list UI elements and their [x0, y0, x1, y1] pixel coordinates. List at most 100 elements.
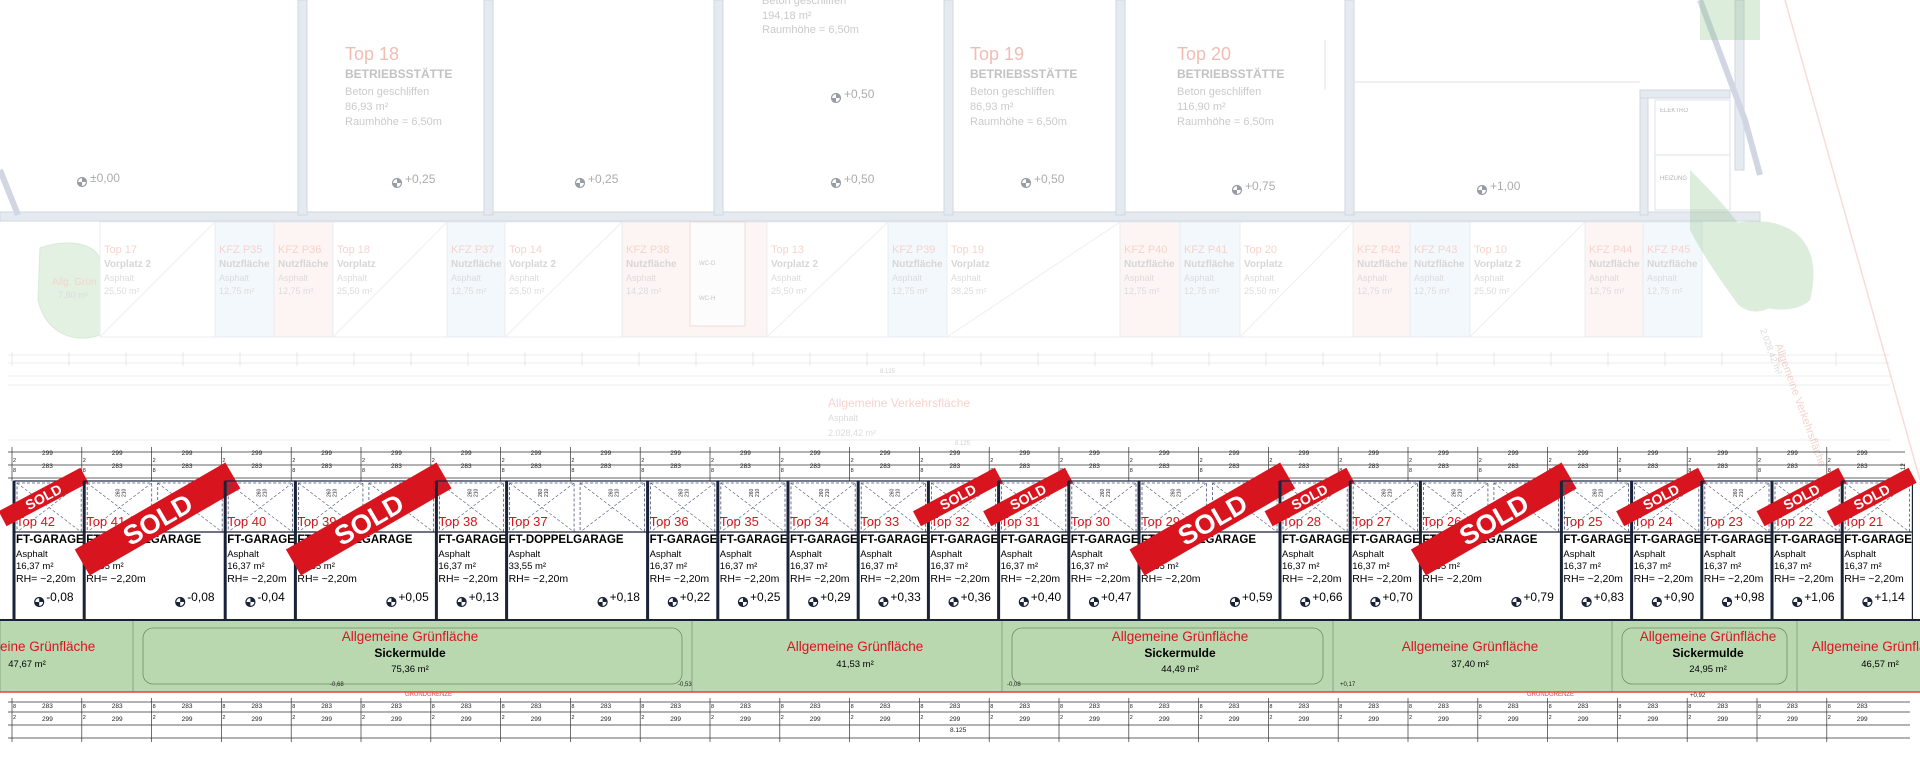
space-sub: Vorplatz 2: [509, 259, 556, 270]
dim-value: 2: [153, 458, 156, 464]
door-cross: [1564, 482, 1629, 533]
dim-value: 2: [1618, 458, 1621, 464]
dim-value: 283: [740, 463, 751, 470]
diag-line: [946, 221, 1121, 338]
dim-value: 2: [83, 458, 86, 464]
garage-area: 16,37 m²: [1774, 561, 1812, 572]
garage-top: Top 39: [297, 514, 336, 529]
space-area: 25,50 m²: [509, 286, 545, 296]
dim-value: 283: [1787, 703, 1798, 710]
sickermulde-outline: [1011, 627, 1324, 685]
dim-value: 260: [1733, 488, 1739, 497]
space-name: Top 18: [337, 244, 370, 256]
dim-value: 260: [1170, 488, 1176, 497]
dim-value: 299: [1578, 716, 1589, 723]
dim-value: 283: [1578, 463, 1589, 470]
dim-value: 8: [1479, 468, 1482, 474]
garage-material: Asphalt: [930, 549, 962, 560]
dim-value: 210: [755, 488, 761, 497]
sold-band: [1756, 467, 1847, 527]
dim-value: 2: [781, 458, 784, 464]
dim-value: 210: [333, 488, 339, 497]
level-value: +0,79: [1523, 590, 1554, 604]
dim-value: 2: [432, 715, 435, 721]
dim-value: 283: [1438, 463, 1449, 470]
dim-value: 8: [781, 704, 784, 710]
level-icon: [1370, 596, 1381, 608]
space-area: 7,80 m²: [58, 290, 89, 300]
dim-value: 283: [1368, 703, 1379, 710]
diag-line: [766, 221, 889, 338]
level-icon: [175, 596, 186, 608]
green-name: Allgemeine Grünfläche: [1402, 639, 1539, 654]
level-value: ±0,00: [90, 171, 120, 185]
dim-value: 260: [889, 488, 895, 497]
door-cross: [1774, 482, 1840, 533]
space-area: 12,75 m²: [219, 286, 255, 296]
level-icon: [1651, 596, 1662, 608]
dim-value: 210: [121, 488, 127, 497]
dim-value: 2: [362, 715, 365, 721]
dim-value: 2: [1060, 715, 1063, 721]
level-value: +0,40: [1031, 590, 1062, 604]
space-name: Top 17: [104, 244, 137, 256]
garage-material: Asphalt: [1634, 549, 1666, 560]
dim-value: 283: [321, 703, 332, 710]
level-value: +0,50: [1034, 172, 1065, 186]
garage-type: FT-GARAGE: [930, 534, 998, 546]
space-material: Asphalt: [278, 273, 309, 283]
space-name: Allg. Grün: [52, 277, 96, 288]
dim-value: 283: [810, 463, 821, 470]
top-title: Top 18: [345, 44, 399, 64]
dim-value: 2: [362, 458, 365, 464]
garage-height: RH= ~2,20m: [1071, 573, 1131, 585]
dim-value: 299: [1787, 716, 1798, 723]
dim-value: 299: [1647, 716, 1658, 723]
dim-value: 2: [1688, 458, 1691, 464]
dim-value: 8: [13, 468, 16, 474]
space-name: Top 10: [1474, 244, 1507, 256]
garage-area: 16,37 m²: [1071, 561, 1109, 572]
level-icon: [1476, 184, 1488, 196]
dim-value: 2: [711, 715, 714, 721]
dim-value: 283: [42, 703, 53, 710]
dim-value: 2: [1828, 458, 1831, 464]
dim-value: 260: [468, 488, 474, 497]
space-material: Asphalt: [1184, 273, 1215, 283]
dim-value: 299: [880, 450, 891, 457]
dim-value: 299: [1717, 450, 1728, 457]
dim-value: 260: [608, 488, 614, 497]
garage-material: Asphalt: [1844, 549, 1876, 560]
dim-value: 260: [1593, 488, 1599, 497]
dim-value: 8: [1060, 704, 1063, 710]
dim-value: 8: [711, 704, 714, 710]
sold-band: [1410, 462, 1577, 576]
dim-value: 260: [749, 488, 755, 497]
dim-value: 2: [502, 715, 505, 721]
garage-type: FT-GARAGE: [720, 534, 788, 546]
dim-value: 299: [321, 716, 332, 723]
green-name: Allgemeine Grünfläche: [342, 629, 479, 644]
dim-value: 260: [819, 488, 825, 497]
green-area: 44,49 m²: [1161, 664, 1199, 675]
level-icon: [1020, 177, 1032, 189]
garage-top: Top 24: [1634, 514, 1673, 529]
dim-value: 8: [153, 468, 156, 474]
dim-value: 8: [1130, 468, 1133, 474]
space-sub: Nutzfläche: [626, 259, 677, 270]
dim-value: 8: [362, 468, 365, 474]
dim-value: 8: [1828, 468, 1831, 474]
dim-value: 2: [222, 715, 225, 721]
dim-value: 283: [1298, 703, 1309, 710]
dim-value: 8: [641, 468, 644, 474]
garage-height: RH= ~2,20m: [1352, 573, 1412, 585]
level-icon: [456, 596, 467, 608]
top-height: Raumhöhe = 6,50m: [762, 24, 859, 36]
dim-value: 8: [920, 704, 923, 710]
space-box: [504, 221, 623, 338]
dim-value: 260: [115, 488, 121, 497]
garage-type: FT-GARAGE: [1634, 534, 1702, 546]
